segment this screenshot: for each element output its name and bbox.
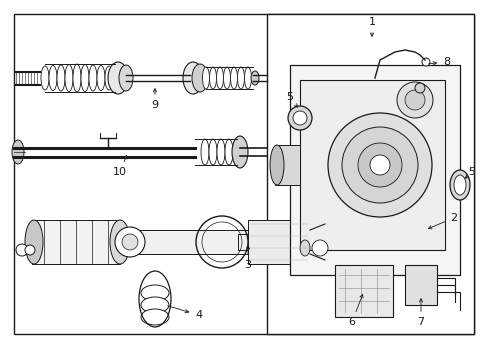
Ellipse shape <box>251 71 259 85</box>
Ellipse shape <box>108 62 128 94</box>
Circle shape <box>122 234 138 250</box>
Text: 4: 4 <box>168 306 202 320</box>
Ellipse shape <box>238 67 245 89</box>
Ellipse shape <box>183 62 203 94</box>
Ellipse shape <box>232 136 248 168</box>
Ellipse shape <box>110 220 130 264</box>
Bar <box>267 14 474 334</box>
Ellipse shape <box>192 64 208 92</box>
Ellipse shape <box>223 67 230 89</box>
Ellipse shape <box>450 170 470 200</box>
Text: 5: 5 <box>287 92 294 102</box>
Ellipse shape <box>97 66 105 90</box>
Text: 7: 7 <box>417 299 424 327</box>
Text: 9: 9 <box>151 89 159 110</box>
Ellipse shape <box>73 64 81 92</box>
Ellipse shape <box>210 67 217 89</box>
Text: 10: 10 <box>113 156 127 177</box>
Circle shape <box>422 58 430 66</box>
Ellipse shape <box>57 65 65 91</box>
Ellipse shape <box>119 65 133 91</box>
Ellipse shape <box>105 66 113 90</box>
Ellipse shape <box>217 67 223 89</box>
Text: 8: 8 <box>429 57 450 67</box>
Ellipse shape <box>209 139 217 165</box>
Text: 1: 1 <box>368 17 375 27</box>
Circle shape <box>342 127 418 203</box>
Text: 2: 2 <box>428 213 457 229</box>
Circle shape <box>312 240 328 256</box>
Ellipse shape <box>225 139 233 165</box>
Circle shape <box>397 82 433 118</box>
Bar <box>300 80 445 250</box>
Ellipse shape <box>49 66 57 90</box>
Circle shape <box>115 227 145 257</box>
Circle shape <box>293 111 307 125</box>
Ellipse shape <box>270 145 284 185</box>
Ellipse shape <box>230 67 238 89</box>
Bar <box>248 220 310 264</box>
Ellipse shape <box>65 64 73 91</box>
Circle shape <box>25 245 35 255</box>
Ellipse shape <box>141 309 169 325</box>
Ellipse shape <box>41 66 49 90</box>
Ellipse shape <box>217 139 225 165</box>
Bar <box>290 65 460 275</box>
Circle shape <box>370 155 390 175</box>
Ellipse shape <box>245 67 251 89</box>
Bar <box>32 220 120 264</box>
Ellipse shape <box>12 140 24 164</box>
Text: 5: 5 <box>468 167 475 177</box>
Text: 3: 3 <box>245 246 251 270</box>
Circle shape <box>358 143 402 187</box>
Ellipse shape <box>81 64 89 91</box>
Circle shape <box>288 106 312 130</box>
Circle shape <box>415 83 425 93</box>
Bar <box>14 14 474 334</box>
Circle shape <box>405 90 425 110</box>
Bar <box>335 265 393 317</box>
Ellipse shape <box>202 67 210 89</box>
Text: 6: 6 <box>348 294 363 327</box>
Bar <box>405 265 437 305</box>
Ellipse shape <box>141 285 169 301</box>
Bar <box>275 145 300 185</box>
Ellipse shape <box>201 139 209 165</box>
Ellipse shape <box>25 220 43 264</box>
Circle shape <box>328 113 432 217</box>
Ellipse shape <box>454 175 466 195</box>
Ellipse shape <box>89 65 97 91</box>
Ellipse shape <box>300 240 310 256</box>
Circle shape <box>16 244 28 256</box>
Bar <box>130 230 315 254</box>
Ellipse shape <box>141 297 169 313</box>
